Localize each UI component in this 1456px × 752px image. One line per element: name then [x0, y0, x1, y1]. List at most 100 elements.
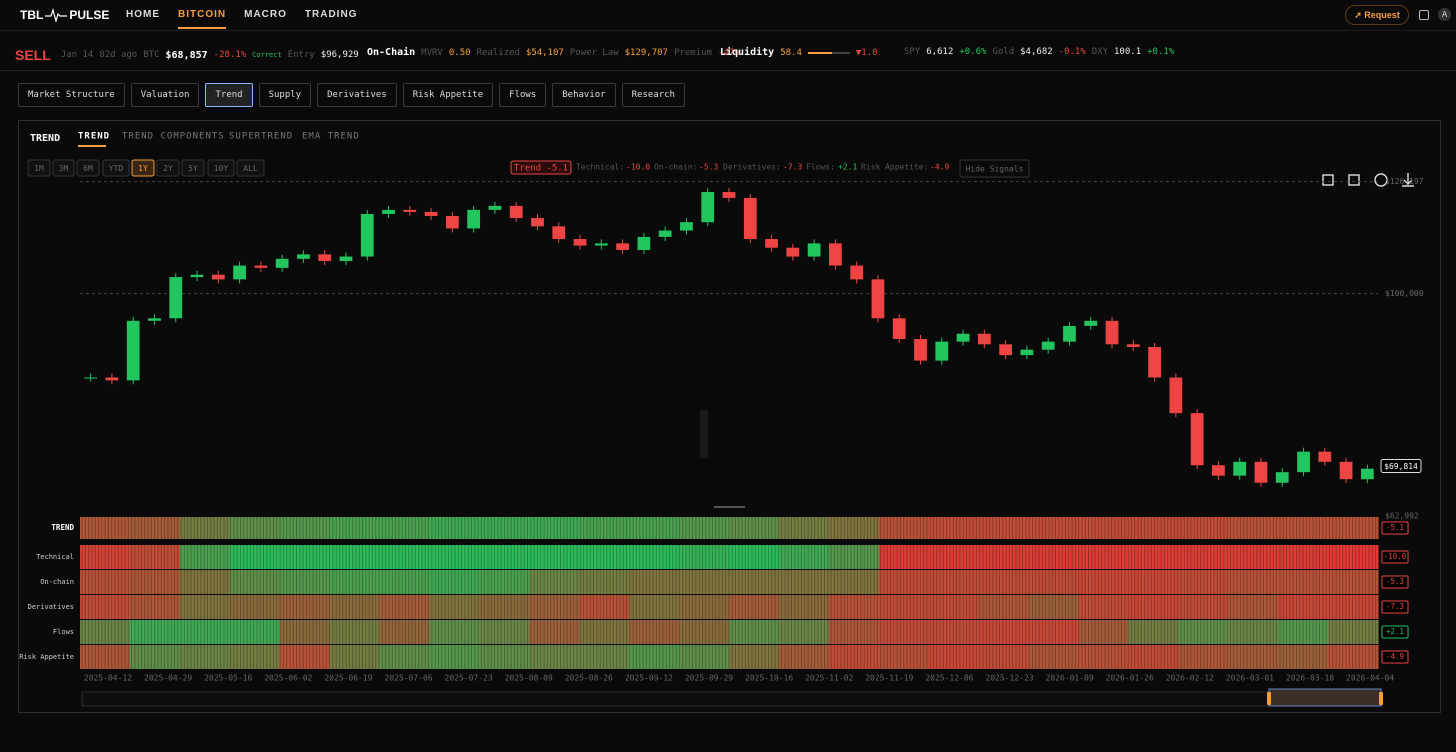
scrollbar-window[interactable] [1268, 688, 1382, 707]
tab-button[interactable]: Trend [205, 83, 253, 107]
sub-tab[interactable]: SUPERTREND [229, 132, 293, 142]
panel-title: TREND [30, 133, 60, 144]
sub-tab[interactable]: TREND COMPONENTS [122, 132, 225, 142]
candle-body [467, 209, 481, 229]
x-tick-label: 2025-04-29 [144, 674, 192, 683]
nav-link[interactable]: HOME [126, 9, 160, 20]
tab-bar: Market Structure Valuation Trend Supply Deri… [18, 83, 685, 107]
nav-link[interactable]: BITCOIN [178, 9, 227, 29]
logo-text: TBL [20, 8, 44, 22]
tab-button[interactable]: Risk Appetite [402, 83, 494, 107]
range-button[interactable] [27, 159, 51, 177]
nav-link[interactable]: TRADING [304, 9, 358, 20]
ticker-item: SELL [15, 47, 51, 63]
heatmap-texture [80, 545, 1378, 569]
range-label: 5Y [188, 164, 198, 173]
candle-body [169, 277, 183, 319]
candle-body [275, 258, 289, 268]
logo[interactable]: TBL PULSE [20, 8, 109, 22]
calendar-icon[interactable] [1419, 10, 1429, 20]
candle-body [445, 215, 459, 229]
candle-body [1148, 346, 1161, 378]
toolbar-icon[interactable] [1402, 173, 1414, 187]
toolbar-icon[interactable] [1322, 174, 1334, 186]
candle-body [892, 318, 906, 339]
liquidity-fill [807, 51, 833, 54]
ticker-item: +0.6% [959, 47, 987, 57]
candle-body [211, 274, 225, 280]
nav-links: HOME BITCOIN MACRO TRADING [126, 9, 357, 29]
tab-button[interactable]: Research [621, 83, 685, 107]
heatmap-value-box [1381, 550, 1409, 564]
watermark [700, 410, 708, 458]
x-tick-label: 2025-09-29 [685, 674, 733, 683]
range-label: YTD [109, 164, 124, 173]
toolbar-icon[interactable] [1348, 174, 1360, 186]
nav-bar: TBL PULSE HOME BITCOIN MACRO TRADING ➚ Requ… [0, 0, 1456, 31]
tab-button[interactable]: Flows [499, 83, 547, 107]
heatmap-value: -4.9 [1386, 652, 1404, 661]
candle-body [1063, 325, 1076, 342]
candle-body [360, 213, 374, 257]
range-button[interactable] [102, 159, 130, 177]
hide-signals-button[interactable] [959, 159, 1030, 178]
ticker-item: DXY [1091, 47, 1109, 57]
ticker-item: ▼1.0 [855, 47, 878, 58]
candle-body [999, 344, 1013, 356]
scrollbar-handle[interactable] [1379, 692, 1383, 705]
range-label: 3M [59, 164, 69, 173]
ticker-item: 58.4 [780, 47, 802, 58]
candle-body [318, 254, 332, 262]
heatmap-value: -10.0 [1384, 552, 1407, 561]
tab-button[interactable]: Supply [258, 83, 312, 107]
request-button[interactable]: ➚ Request [1345, 5, 1409, 25]
tab-button[interactable]: Behavior [552, 83, 616, 107]
ticker-item: $68,857 [165, 49, 208, 61]
ticker-item: -47% [717, 47, 740, 58]
toolbar-icon[interactable] [1374, 173, 1388, 187]
candle-body [148, 318, 161, 321]
range-button[interactable] [76, 159, 100, 177]
ticker-item: 82d ago [99, 50, 138, 60]
scrollbar-track[interactable] [81, 691, 1383, 707]
candle-body [126, 320, 140, 381]
sub-tab[interactable]: EMA TREND [302, 132, 360, 142]
ticker-item: Gold [992, 47, 1015, 57]
candle-body [1169, 377, 1183, 414]
x-tick-label: 2025-07-06 [384, 674, 432, 683]
heatmap-row-label: Technical [36, 553, 74, 561]
heatmap-texture [80, 595, 1378, 619]
signal-value: -4.9 [930, 163, 949, 172]
candle-body [1275, 472, 1289, 483]
panel [18, 120, 1441, 713]
avatar[interactable]: A [1438, 8, 1451, 21]
scrollbar-handle[interactable] [1267, 692, 1271, 705]
x-tick-label: 2025-06-02 [264, 674, 312, 683]
heatmap-row-label: On-chain [40, 578, 74, 586]
candle-body [84, 377, 98, 379]
candle-body [552, 226, 566, 240]
range-button[interactable] [131, 159, 155, 177]
x-tick-label: 2026-01-26 [1106, 674, 1154, 683]
sub-tab[interactable]: TREND [78, 132, 110, 142]
nav-link[interactable]: MACRO [244, 9, 287, 20]
signal-label: Risk Appetite: [861, 163, 928, 172]
candle-body [829, 243, 842, 266]
tab-button[interactable]: Valuation [130, 83, 200, 107]
range-button[interactable] [236, 159, 265, 177]
heatmap-row-label: Derivatives [28, 603, 74, 611]
range-button[interactable] [156, 159, 180, 177]
current-price-box [1380, 459, 1422, 474]
range-button[interactable] [52, 159, 75, 177]
tab-button[interactable]: Market Structure [18, 83, 125, 107]
heatmap-texture [80, 645, 1378, 669]
y-tick-label: $100,000 [1385, 289, 1424, 298]
range-button[interactable] [181, 159, 205, 177]
ticker-item: +0.1% [1147, 47, 1175, 57]
logo-wave [45, 8, 68, 22]
ticker-item: 6,612 [926, 47, 954, 57]
range-button[interactable] [207, 159, 235, 177]
tab-button[interactable]: Derivatives [317, 83, 397, 107]
candle-body [254, 265, 268, 268]
